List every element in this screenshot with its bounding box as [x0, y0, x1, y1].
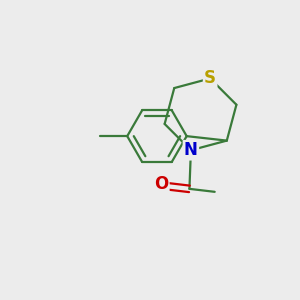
Text: S: S	[204, 69, 216, 87]
Text: O: O	[154, 176, 168, 194]
Text: N: N	[184, 141, 198, 159]
